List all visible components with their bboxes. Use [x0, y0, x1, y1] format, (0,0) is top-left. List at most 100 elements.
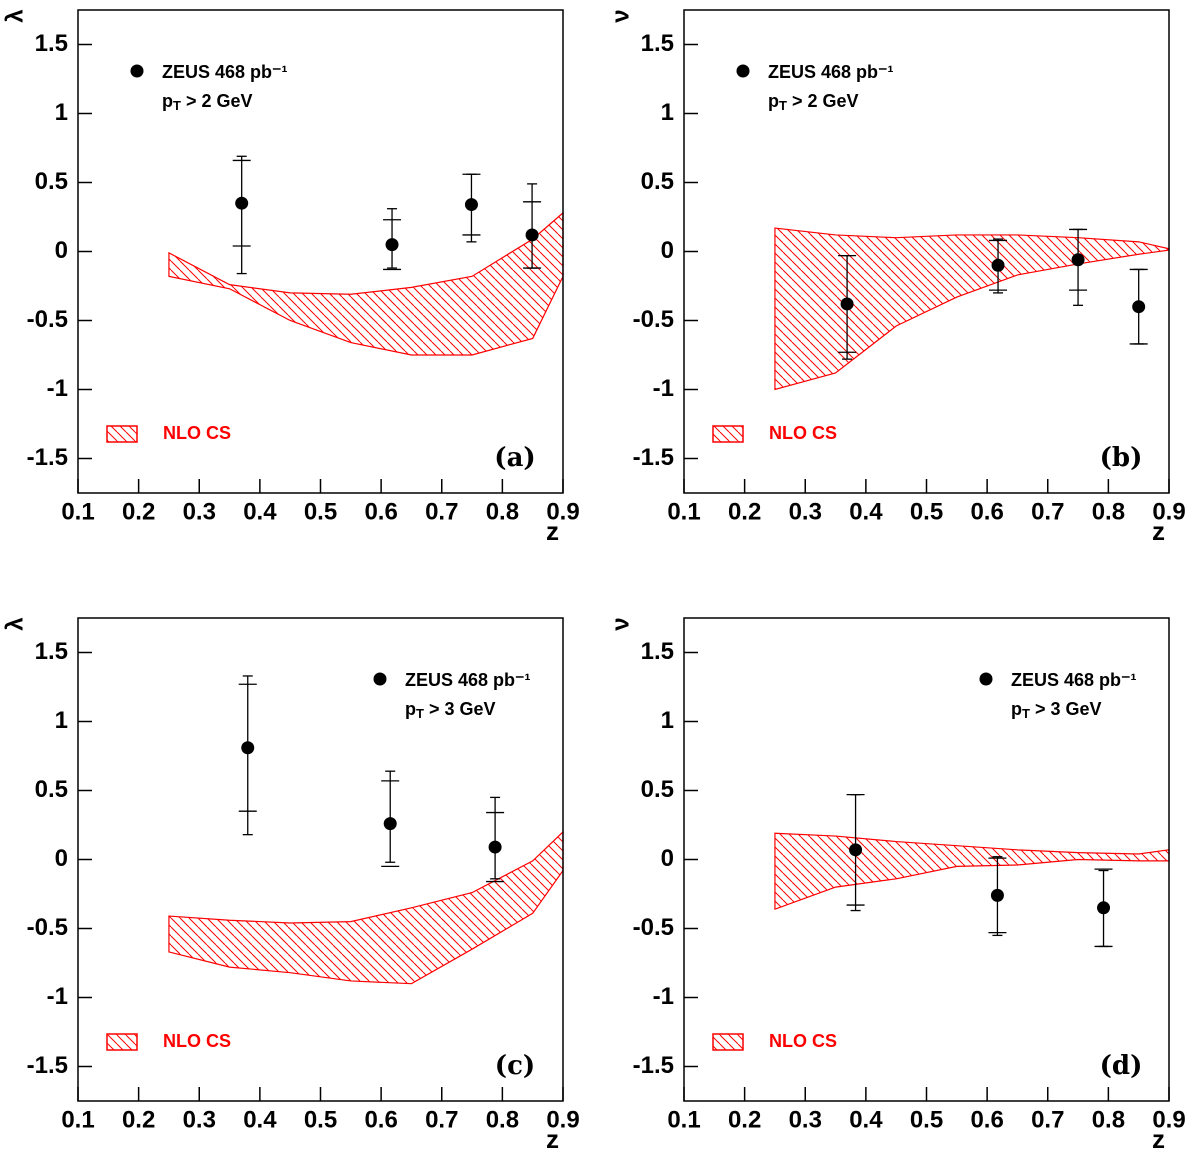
y-tick-label: 1.5	[641, 30, 674, 57]
x-tick-label: 0.8	[486, 498, 519, 525]
x-tick-label: 0.4	[243, 1106, 277, 1133]
x-tick-label: 0.1	[61, 1106, 94, 1133]
x-axis-label: z	[546, 1124, 559, 1154]
band-legend-label: NLO CS	[769, 423, 837, 443]
legend-marker	[979, 672, 993, 686]
band-area	[774, 227, 1170, 391]
y-tick-label: -0.5	[27, 914, 68, 941]
x-tick-label: 0.9	[1152, 1106, 1185, 1133]
data-point	[1071, 253, 1085, 267]
data-point	[383, 817, 397, 831]
y-tick-label: 0	[661, 237, 674, 264]
x-tick-label: 0.5	[910, 1106, 943, 1133]
legend-label: ZEUS 468 pb⁻¹	[405, 670, 531, 690]
data-point	[241, 741, 255, 755]
panel: -1.5 -1 -0.5 0 0.5 1 1.5 0.1 0.2 0.3 0.4 0.5 0.6 0.7 0…	[607, 617, 1186, 1154]
x-tick-label: 0.2	[122, 1106, 155, 1133]
y-tick-label: 0.5	[641, 168, 674, 195]
x-tick-label: 0.6	[364, 498, 397, 525]
panel-label: (b)	[1100, 443, 1143, 473]
x-tick-label: 0.1	[667, 498, 700, 525]
y-tick-label: -1.5	[27, 444, 68, 471]
cut-label-part: T	[1022, 706, 1030, 721]
legend-label: ZEUS 468 pb⁻¹	[768, 62, 894, 82]
x-tick-label: 0.6	[970, 498, 1003, 525]
x-tick-label: 0.2	[728, 1106, 761, 1133]
x-tick-label: 0.5	[910, 498, 943, 525]
x-tick-label: 0.4	[243, 498, 277, 525]
x-axis-label: z	[1152, 516, 1165, 546]
cut-label-part: > 3 GeV	[424, 699, 496, 719]
x-tick-label: 0.9	[546, 1106, 579, 1133]
data-point	[235, 196, 249, 210]
band-legend-swatch	[712, 425, 744, 443]
data-point	[488, 840, 502, 854]
x-tick-label: 0.6	[364, 1106, 397, 1133]
y-tick-label: 0	[55, 237, 68, 264]
band-legend-swatch	[712, 1033, 744, 1051]
cut-label-part: T	[779, 98, 787, 113]
panel-label: (a)	[494, 443, 535, 473]
y-tick-label: 0.5	[35, 776, 68, 803]
x-tick-label: 0.7	[1031, 1106, 1064, 1133]
y-tick-label: -0.5	[633, 914, 674, 941]
cut-label: pT > 2 GeV	[768, 91, 859, 114]
y-tick-label: 1.5	[641, 638, 674, 665]
y-axis-label: λ	[1, 617, 28, 630]
x-tick-label: 0.3	[789, 498, 822, 525]
y-tick-label: -0.5	[633, 306, 674, 333]
x-tick-label: 0.9	[1152, 498, 1185, 525]
plot-frame	[77, 617, 564, 1102]
cut-label-part: p	[162, 91, 173, 111]
x-tick-label: 0.8	[1092, 498, 1125, 525]
cut-label-part: p	[1011, 699, 1022, 719]
plot-frame	[77, 9, 564, 494]
y-tick-label: -1	[653, 375, 674, 402]
x-tick-label: 0.8	[486, 1106, 519, 1133]
y-tick-label: -1	[47, 983, 68, 1010]
x-tick-label: 0.9	[546, 498, 579, 525]
legend-marker	[130, 64, 144, 78]
legend-marker	[736, 64, 750, 78]
x-axis-label: z	[1152, 1124, 1165, 1154]
y-tick-label: -1.5	[633, 1052, 674, 1079]
x-tick-label: 0.7	[425, 1106, 458, 1133]
y-tick-label: -0.5	[27, 306, 68, 333]
x-tick-label: 0.6	[970, 1106, 1003, 1133]
legend-label: ZEUS 468 pb⁻¹	[1011, 670, 1137, 690]
legend-label: ZEUS 468 pb⁻¹	[162, 62, 288, 82]
data-point	[1132, 300, 1146, 314]
y-axis-label: ν	[607, 9, 634, 22]
x-tick-label: 0.1	[667, 1106, 700, 1133]
data-point	[385, 238, 399, 252]
y-tick-label: 0	[661, 845, 674, 872]
y-tick-label: -1.5	[27, 1052, 68, 1079]
cut-label-part: p	[405, 699, 416, 719]
y-tick-label: 1.5	[35, 638, 68, 665]
cut-label-part: > 2 GeV	[181, 91, 253, 111]
x-tick-label: 0.7	[425, 498, 458, 525]
data-point	[849, 843, 863, 857]
x-tick-label: 0.8	[1092, 1106, 1125, 1133]
data-point	[840, 297, 854, 311]
x-tick-label: 0.7	[1031, 498, 1064, 525]
x-tick-label: 0.2	[122, 498, 155, 525]
band-legend-label: NLO CS	[769, 1031, 837, 1051]
band-area	[168, 211, 564, 356]
panel: -1.5 -1 -0.5 0 0.5 1 1.5 0.1 0.2 0.3 0.4 0.5 0.6 0.7 0…	[1, 617, 580, 1154]
x-tick-label: 0.3	[789, 1106, 822, 1133]
x-tick-label: 0.3	[183, 498, 216, 525]
data-point	[1097, 901, 1111, 915]
x-tick-label: 0.5	[304, 498, 337, 525]
band-legend-swatch	[106, 1033, 138, 1051]
legend-marker	[373, 672, 387, 686]
x-tick-label: 0.5	[304, 1106, 337, 1133]
cut-label-part: > 2 GeV	[787, 91, 859, 111]
band-legend-label: NLO CS	[163, 423, 231, 443]
band-area	[168, 830, 564, 985]
cut-label: pT > 3 GeV	[405, 699, 496, 722]
data-point	[525, 228, 539, 242]
cut-label: pT > 3 GeV	[1011, 699, 1102, 722]
x-tick-label: 0.2	[728, 498, 761, 525]
